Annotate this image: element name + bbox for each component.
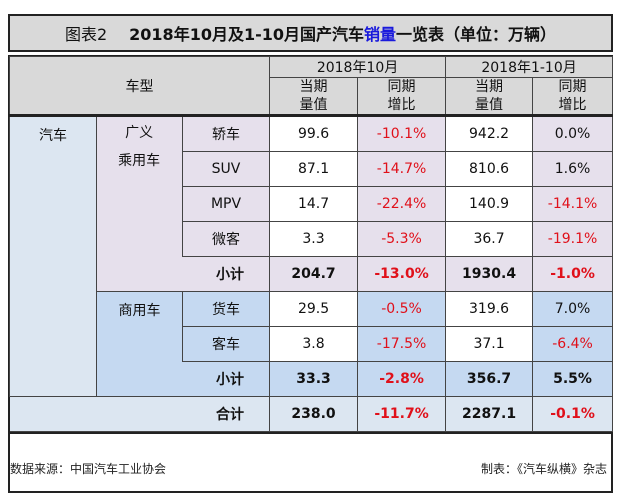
cell-growth: -14.7% xyxy=(357,151,447,187)
cell-growth: -0.1% xyxy=(532,396,614,432)
cell-growth: -5.3% xyxy=(357,221,447,257)
cell-value: 99.6 xyxy=(269,115,359,152)
row-type: 小计 xyxy=(95,361,271,397)
header-value: 当期量值 xyxy=(269,77,359,117)
cell-value: 2287.1 xyxy=(445,396,534,432)
cell-value: 36.7 xyxy=(445,221,534,257)
cell-value: 1930.4 xyxy=(445,256,534,292)
cell-growth: -14.1% xyxy=(532,186,614,222)
cell-value: 37.1 xyxy=(445,326,534,362)
cell-growth: 1.6% xyxy=(532,151,614,187)
header-growth: 同期 增比 xyxy=(357,77,447,117)
cell-value: 810.6 xyxy=(445,151,534,187)
row-type: SUV xyxy=(181,151,271,187)
cell-growth: -13.0% xyxy=(357,256,447,292)
row-type: 客车 xyxy=(181,326,271,362)
footer: 数据来源：中国汽车工业协会 制表：《汽车纵横》杂志 xyxy=(10,460,607,477)
cell-growth: -1.0% xyxy=(532,256,614,292)
header-period-ytd: 2018年1-10月 xyxy=(445,56,614,78)
subtotal-row-commercial: 小计 33.3 -2.8% 356.7 5.5% xyxy=(10,361,614,397)
table-title: 图表2 2018年10月及1-10月国产汽车销量一览表（单位：万辆） xyxy=(8,14,613,52)
cell-growth: -17.5% xyxy=(357,326,447,362)
table-row: 客车 3.8 -17.5% 37.1 -6.4% xyxy=(10,326,614,362)
row-type: 轿车 xyxy=(181,115,271,152)
cell-growth: -2.8% xyxy=(357,361,447,397)
row-type: 小计 xyxy=(95,256,271,292)
row-type: 合计 xyxy=(9,396,271,432)
table-maker: 制表：《汽车纵横》杂志 xyxy=(480,462,607,476)
table-row: SUV 87.1 -14.7% 810.6 1.6% xyxy=(10,151,614,187)
cell-value: 33.3 xyxy=(269,361,359,397)
group-passenger: 广义乘用车 xyxy=(96,115,183,257)
data-source: 数据来源：中国汽车工业协会 xyxy=(10,462,167,476)
cell-growth: -10.1% xyxy=(357,115,447,152)
sales-table-box: 车型 2018年10月 2018年1-10月 当期量值 同期 增比 当期 量值 同期… xyxy=(8,55,614,493)
cell-value: 319.6 xyxy=(445,291,534,327)
cell-value: 942.2 xyxy=(445,115,534,152)
table-row: 微客 3.3 -5.3% 36.7 -19.1% xyxy=(10,221,614,257)
row-type: MPV xyxy=(181,186,271,222)
cell-growth: -0.5% xyxy=(357,291,447,327)
row-type: 货车 xyxy=(181,291,271,327)
header-value: 当期量值 xyxy=(445,77,534,117)
cell-growth: -19.1% xyxy=(532,221,614,257)
title-text: 2018年10月及1-10月国产汽车销量一览表（单位：万辆） xyxy=(129,25,557,44)
total-row: 合计 238.0 -11.7% 2287.1 -0.1% xyxy=(9,396,614,432)
header-period-month: 2018年10月 xyxy=(269,56,447,78)
cell-growth: -22.4% xyxy=(357,186,447,222)
cell-value: 3.3 xyxy=(269,221,359,257)
cell-growth: -11.7% xyxy=(357,396,447,432)
header-growth: 同期 增比 xyxy=(532,77,614,117)
cell-value: 87.1 xyxy=(269,151,359,187)
cell-value: 3.8 xyxy=(269,326,359,362)
cell-value: 29.5 xyxy=(269,291,359,327)
sales-table: 车型 2018年10月 2018年1-10月 当期量值 同期 增比 当期 量值 同期… xyxy=(8,56,614,432)
subtotal-row-passenger: 小计 204.7 -13.0% 1930.4 -1.0% xyxy=(10,256,614,292)
header-model: 车型 xyxy=(8,56,271,117)
cell-value: 140.9 xyxy=(445,186,534,222)
cell-value: 356.7 xyxy=(445,361,534,397)
table-row: 商用车 货车 29.5 -0.5% 319.6 7.0% xyxy=(10,291,614,362)
row-type: 微客 xyxy=(181,221,271,257)
cell-growth: -6.4% xyxy=(532,326,614,362)
header-row-2: 当期量值 同期 增比 当期 量值 同期 增比 xyxy=(9,77,614,117)
cell-growth: 7.0% xyxy=(532,291,614,327)
cell-growth: 0.0% xyxy=(532,115,614,152)
figure-label: 图表2 xyxy=(64,25,108,44)
cell-value: 14.7 xyxy=(269,186,359,222)
cell-growth: 5.5% xyxy=(532,361,614,397)
cell-value: 238.0 xyxy=(269,396,359,432)
group-commercial: 商用车 xyxy=(96,291,183,362)
header-row-1: 车型 2018年10月 2018年1-10月 xyxy=(8,56,614,117)
table-row: MPV 14.7 -22.4% 140.9 -14.1% xyxy=(10,186,614,222)
group-all: 汽车 xyxy=(9,115,97,397)
cell-value: 204.7 xyxy=(269,256,359,292)
table-row: 汽车 广义乘用车 轿车 99.6 -10.1% 942.2 0.0% xyxy=(9,115,614,397)
